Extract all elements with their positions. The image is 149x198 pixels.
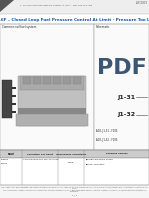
Bar [73, 77, 81, 84]
Text: A18, J1-32 - F105: A18, J1-32 - F105 [96, 138, 118, 142]
Bar [18, 76, 86, 126]
Bar [12, 95, 16, 97]
Text: Commanded the fuel to close: Commanded the fuel to close [23, 159, 59, 160]
Text: Fault
Code: Fault Code [8, 153, 14, 155]
Polygon shape [0, 0, 14, 12]
Text: Observable Symptoms: Observable Symptoms [56, 153, 86, 155]
Text: P016F – Closed Loop Fuel Pressure Control At Limit - Pressure Too Low: P016F – Closed Loop Fuel Pressure Contro… [0, 18, 149, 22]
Text: P016F: P016F [1, 163, 8, 164]
Text: Possible Causes: Possible Causes [106, 153, 127, 154]
Bar [12, 87, 16, 89]
Text: Copyright in this documentation belongs to its owner. No reproduction, copying, : Copyright in this documentation belongs … [1, 187, 148, 189]
Bar [18, 108, 86, 116]
Bar [53, 77, 61, 84]
Text: PDF: PDF [97, 58, 146, 78]
Text: J1-32: J1-32 [117, 112, 136, 117]
Bar [20, 76, 84, 90]
Bar [16, 114, 88, 126]
Bar [94, 24, 149, 150]
Text: None: None [68, 162, 74, 163]
Text: A18, J1-31 - F105: A18, J1-31 - F105 [96, 129, 118, 133]
Bar [63, 77, 71, 84]
Bar [2, 80, 12, 118]
Bar [0, 24, 94, 150]
Bar [0, 150, 149, 158]
Bar [0, 0, 149, 14]
Text: Common rail fuel system: Common rail fuel system [2, 25, 36, 29]
Bar [0, 185, 149, 198]
Text: 1  Closed Loop Fuel Pressure Control At Limit - Pressure Too Low: 1 Closed Loop Fuel Pressure Control At L… [20, 4, 92, 6]
Text: ▪ Fuel injectors: ▪ Fuel injectors [86, 164, 104, 165]
Bar [33, 77, 41, 84]
Text: The information contained herein is current at the time this output document was: The information contained herein is curr… [3, 190, 146, 192]
Bar [12, 103, 16, 105]
Bar [12, 111, 16, 113]
Bar [23, 77, 31, 84]
Text: Schematic: Schematic [96, 25, 111, 29]
Bar [0, 158, 149, 185]
Text: J1-31: J1-31 [117, 95, 136, 100]
Text: Condition For Fault: Condition For Fault [27, 153, 53, 155]
Text: SEPC0019: SEPC0019 [136, 1, 148, 5]
Text: Engine: Engine [1, 159, 9, 160]
Text: ▪ High-pressure pump: ▪ High-pressure pump [86, 159, 113, 160]
Text: 1 / 4: 1 / 4 [72, 195, 77, 196]
Bar [43, 77, 51, 84]
